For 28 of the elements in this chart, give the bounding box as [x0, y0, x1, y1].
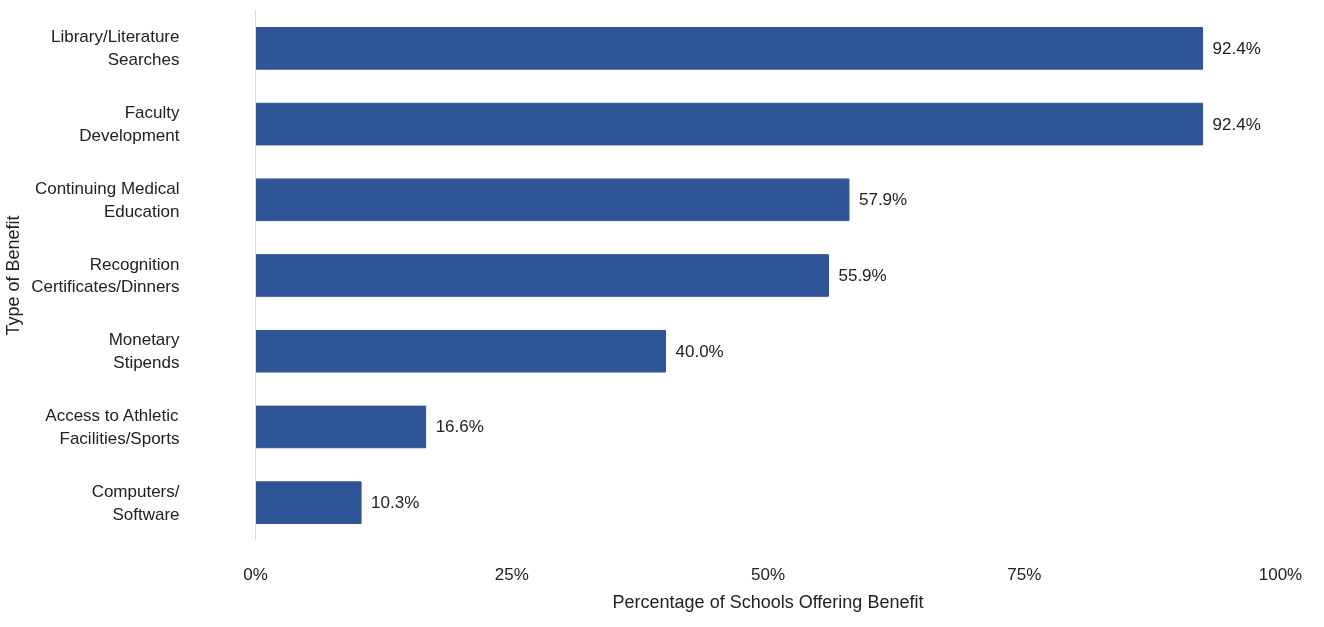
bar [255, 329, 666, 373]
x-tick-label: 100% [1258, 564, 1303, 584]
bar [255, 178, 850, 222]
bar [255, 254, 829, 297]
bar [255, 27, 1204, 70]
y-tick-label: Monetary Stipends [108, 330, 180, 373]
x-tick-label: 0% [243, 564, 268, 584]
x-tick-label: 25% [494, 564, 529, 584]
x-tick-label: 75% [1007, 564, 1042, 584]
x-tick-label: 50% [750, 564, 786, 584]
data-label: 55.9% [838, 266, 887, 285]
data-label: 92.4% [1212, 114, 1261, 134]
data-label: 92.4% [1212, 38, 1261, 58]
bar [255, 481, 362, 524]
y-tick-label: Recognition Certificates/Dinners [31, 254, 180, 297]
data-label: 40.0% [675, 341, 724, 361]
y-tick-label: Library/Literature Searches [51, 27, 180, 70]
y-tick-label: Access to Athletic Facilities/Sports [45, 406, 180, 448]
y-tick-label: Computers/ Software [91, 481, 180, 524]
data-label: 16.6% [435, 417, 484, 437]
x-axis-title: Percentage of Schools Offering Benefit [612, 591, 924, 612]
y-tick-label: Continuing Medical Education [34, 178, 180, 221]
y-tick-label: Faculty Development [79, 103, 180, 145]
bar [255, 405, 427, 449]
bar [255, 102, 1204, 146]
y-axis-title: Type of Benefit [3, 215, 24, 336]
data-label: 10.3% [371, 493, 420, 513]
data-label: 57.9% [858, 190, 908, 210]
